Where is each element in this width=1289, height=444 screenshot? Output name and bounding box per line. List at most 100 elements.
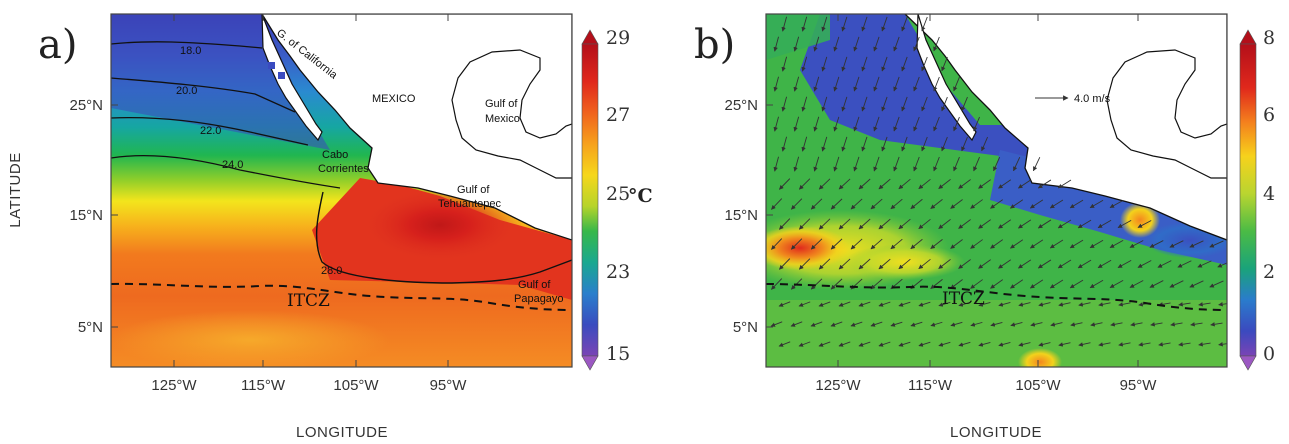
wind-vector [818, 301, 831, 307]
panel-a-map [111, 14, 572, 367]
wind-vector [838, 301, 851, 307]
wind-vector [913, 76, 920, 92]
wind-vector [1129, 240, 1144, 248]
wind-vector [1158, 342, 1171, 347]
wind-vector [913, 36, 920, 52]
wind-vector [1170, 322, 1183, 327]
label-tehuantepec-1: Gulf of [457, 184, 490, 196]
wind-vector [781, 96, 788, 112]
wind-vector [773, 156, 779, 172]
wind-vector [998, 259, 1012, 269]
wind-vector [1057, 219, 1072, 229]
panel-a-y-ticks: 25°N 15°N 5°N [69, 97, 118, 336]
wind-vector [793, 156, 800, 172]
wind-vector [853, 76, 860, 92]
wind-vector [1010, 199, 1024, 209]
wind-vector [1118, 342, 1131, 347]
wind-vector [881, 56, 888, 72]
y-tick-label: 25°N [69, 97, 103, 114]
wind-vector [1209, 240, 1224, 248]
wind-vector [890, 321, 903, 327]
wind-vector [870, 321, 883, 327]
wind-vector [801, 96, 808, 112]
colorbar-tick: 15 [606, 343, 630, 365]
wind-vector [773, 36, 779, 52]
wind-vector [1078, 342, 1091, 347]
wind-vector [1210, 322, 1223, 327]
wind-vector [801, 56, 808, 72]
grid-artifact [278, 72, 285, 79]
wind-vector [838, 218, 851, 230]
wind-vector [1137, 220, 1152, 228]
wind-vector [1050, 322, 1063, 327]
wind-vector [901, 56, 908, 72]
wind-vector [973, 156, 980, 172]
wind-vector [771, 278, 783, 290]
wind-vector [1029, 279, 1044, 289]
wind-vector [990, 279, 1003, 289]
x-tick-label: 105°W [333, 377, 379, 394]
wind-vector [930, 199, 943, 209]
wind-vector [770, 321, 783, 327]
wind-vector [958, 341, 971, 347]
panel-b-x-ticks: 125°W 115°W 105°W 95°W [815, 14, 1157, 394]
contour-label: 22.0 [200, 125, 221, 137]
wind-vector [813, 76, 820, 92]
wind-vector [978, 341, 991, 347]
wind-vector [1058, 342, 1071, 347]
wind-vector [858, 178, 871, 190]
wind-vector [773, 76, 779, 92]
wind-vector [998, 342, 1011, 347]
wind-vector [918, 178, 931, 190]
panel-b: 4.0 m/s ITCZ b) 25°N 15°N 5°N 125°W 115°… [694, 13, 1275, 441]
wind-vector [850, 198, 863, 210]
wind-vector [970, 321, 983, 327]
wind-vector [1032, 157, 1041, 172]
wind-vector [858, 301, 871, 307]
wind-vector [1130, 322, 1143, 327]
panel-b-frame [765, 13, 1228, 368]
wind-vector [970, 279, 983, 289]
wind-vector [1077, 219, 1092, 229]
wind-vector [1209, 280, 1224, 288]
wind-vector [998, 219, 1012, 229]
wind-vector [873, 156, 880, 172]
wind-vector [970, 239, 983, 249]
wind-vector [1017, 179, 1032, 189]
wind-vector [1018, 342, 1031, 347]
wind-vector [953, 116, 960, 132]
wind-vector [798, 301, 811, 307]
wind-vector [1089, 279, 1104, 289]
wind-vector [1109, 199, 1124, 209]
wind-vector [861, 136, 868, 152]
sst-south-patch [111, 310, 390, 367]
wind-vector [813, 156, 820, 172]
wind-vector [998, 179, 1012, 189]
x-tick-label: 115°W [241, 377, 286, 394]
wind-vector [1150, 322, 1163, 327]
wind-vector [841, 56, 848, 72]
x-tick-label: 95°W [430, 377, 468, 394]
wind-vector [810, 278, 823, 290]
wind-vector [793, 36, 800, 52]
x-axis-title: LONGITUDE [296, 424, 388, 441]
y-tick-label: 5°N [733, 319, 758, 336]
wind-vector [810, 238, 823, 250]
baja-california-b [916, 14, 977, 142]
wind-vector [870, 278, 883, 290]
gulf-of-mexico-water [451, 49, 572, 179]
wind-vector [910, 198, 923, 210]
wind-vector [858, 258, 871, 270]
wind-vector [950, 239, 963, 249]
wind-vector [913, 116, 920, 132]
wind-vector [790, 198, 803, 210]
wind-vector [950, 199, 963, 209]
wind-vector [878, 218, 891, 230]
wind-vector [933, 36, 940, 52]
y-axis-title: LATITUDE [7, 152, 24, 227]
wind-vector [918, 218, 931, 230]
wind-vector [830, 198, 843, 210]
label-cabo-2: Corrientes [318, 163, 369, 175]
wind-vector [1097, 259, 1112, 269]
wind-vector [853, 116, 860, 132]
